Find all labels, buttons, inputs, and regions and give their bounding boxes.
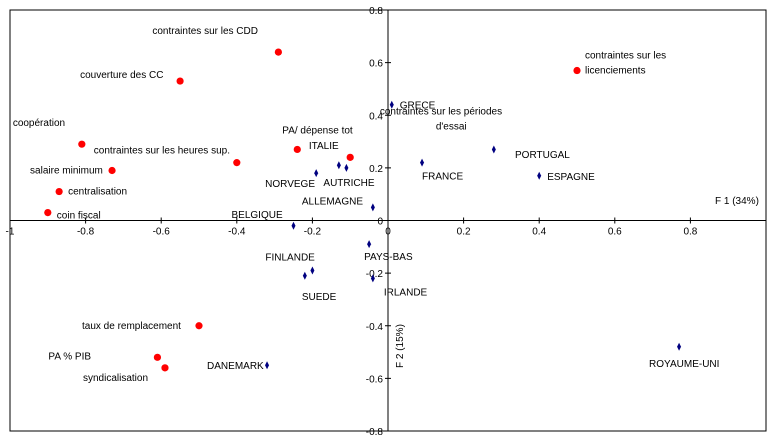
point-label: ALLEMAGNE: [302, 196, 363, 207]
x-tick-label: -0.6: [153, 227, 171, 238]
x-tick-label: -0.4: [228, 227, 246, 238]
point-label: FINLANDE: [265, 252, 315, 263]
y-tick-label: -0.4: [366, 322, 384, 333]
point-label: ROYAUME-UNI: [649, 359, 719, 370]
variable-point: [573, 66, 581, 75]
point-label: taux de remplacement: [82, 321, 181, 332]
y-tick-label: 0.4: [369, 111, 383, 122]
point-label: DANEMARK: [207, 361, 264, 372]
point-label: PAYS-BAS: [364, 252, 413, 263]
y-tick-label: -0.2: [366, 269, 384, 280]
country-point: [310, 266, 315, 275]
y-tick-label: 0.2: [369, 164, 383, 175]
country-point: [491, 145, 496, 154]
point-label: contraintes sur les périodes: [380, 106, 502, 117]
country-point: [370, 203, 375, 212]
variable-point: [161, 364, 169, 372]
x-tick-label: 0: [385, 227, 391, 238]
country-point: [302, 271, 307, 280]
y-tick-label: 0.6: [369, 59, 383, 70]
point-label: contraintes sur les CDD: [152, 26, 258, 37]
variable-point: [108, 166, 116, 175]
variable-point: [293, 145, 301, 154]
point-label: coin fiscal: [57, 211, 101, 222]
point-label: NORVEGE: [265, 179, 315, 190]
country-point: [389, 100, 394, 109]
point-label: salaire minimum: [30, 166, 103, 177]
x-tick-label: 0.2: [457, 227, 471, 238]
country-point: [367, 240, 372, 249]
y-tick-label: -0.8: [366, 427, 384, 438]
point-label: BELGIQUE: [232, 210, 283, 221]
point-label: centralisation: [68, 187, 127, 198]
x-tick-label: -1: [6, 227, 15, 238]
x-tick-label: 0.8: [683, 227, 697, 238]
country-point: [537, 171, 542, 180]
point-label: AUTRICHE: [323, 178, 374, 189]
y-tick-label: 0.8: [369, 6, 383, 17]
country-point: [420, 158, 425, 167]
country-point: [314, 169, 319, 178]
point-label: ESPAGNE: [547, 172, 595, 183]
y-tick-label: 0: [377, 217, 383, 228]
point-label: PA/ dépense tot: [282, 125, 353, 136]
point-label: IRLANDE: [384, 287, 428, 298]
country-point: [370, 274, 375, 283]
point-label: couverture des CC: [80, 70, 163, 81]
variable-point: [195, 322, 203, 330]
x-tick-label: 0.6: [608, 227, 622, 238]
variable-point: [274, 48, 282, 56]
point-label: licenciements: [585, 66, 646, 77]
variable-point: [153, 353, 162, 361]
point-label: PORTUGAL: [515, 150, 570, 161]
point-label: SUEDE: [302, 292, 337, 303]
point-label: ITALIE: [309, 141, 339, 152]
country-point: [344, 163, 349, 172]
point-label: coopération: [13, 118, 65, 129]
y-axis-title: F 2 (15%): [395, 324, 406, 368]
variable-point: [346, 153, 354, 161]
point-label: PA % PIB: [48, 351, 91, 362]
country-point: [677, 342, 682, 351]
point-label: contraintes sur les heures sup.: [94, 146, 230, 157]
point-label: contraintes sur les: [585, 51, 666, 62]
x-axis-title: F 1 (34%): [715, 196, 759, 207]
variable-point: [55, 187, 63, 196]
x-tick-label: -0.8: [77, 227, 95, 238]
point-label: GRECE: [400, 101, 436, 112]
variable-point: [233, 159, 241, 167]
x-tick-label: -0.2: [304, 227, 322, 238]
variable-point: [78, 140, 86, 148]
variable-point: [44, 209, 52, 217]
country-point: [265, 361, 270, 370]
x-tick-label: 0.4: [532, 227, 546, 238]
y-tick-label: -0.6: [366, 374, 384, 385]
point-label: d'essai: [436, 121, 467, 132]
variable-point: [176, 77, 184, 85]
country-point: [336, 161, 341, 170]
point-label: syndicalisation: [83, 373, 148, 384]
point-label: FRANCE: [422, 172, 463, 183]
country-point: [291, 221, 296, 230]
